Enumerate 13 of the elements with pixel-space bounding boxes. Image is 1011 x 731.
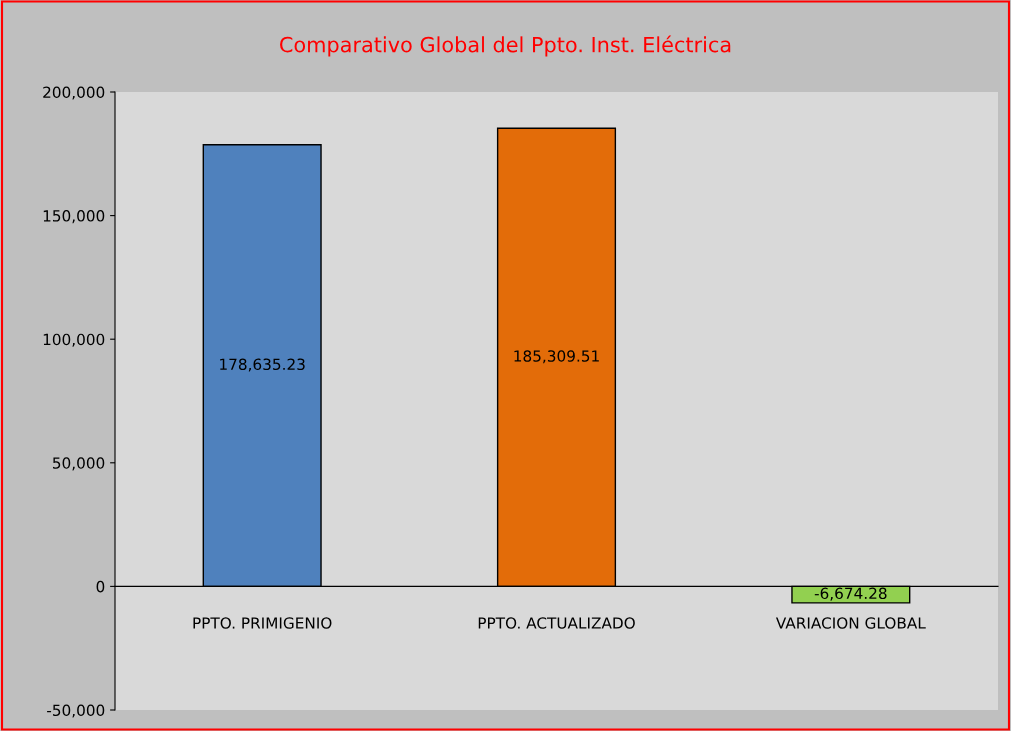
x-tick-label: PPTO. ACTUALIZADO [478, 617, 635, 629]
data-label: 178,635.23 [220, 358, 305, 372]
x-tick-label: VARIACION GLOBAL [775, 617, 926, 629]
x-tick-label: PPTO. PRIMIGENIO [193, 617, 332, 629]
y-tick-label: 50,000 [53, 457, 105, 471]
y-tick-label: 0 [96, 580, 105, 593]
data-label: 185,309.51 [514, 350, 599, 364]
chart-title: Comparativo Global del Ppto. Inst. Eléctrica [280, 35, 731, 57]
data-label: -6,674.28 [814, 587, 887, 601]
y-tick-label: 100,000 [43, 333, 105, 347]
y-tick-label: 150,000 [43, 210, 105, 224]
y-tick-label: -50,000 [47, 704, 105, 718]
y-tick-label: 200,000 [43, 86, 105, 100]
